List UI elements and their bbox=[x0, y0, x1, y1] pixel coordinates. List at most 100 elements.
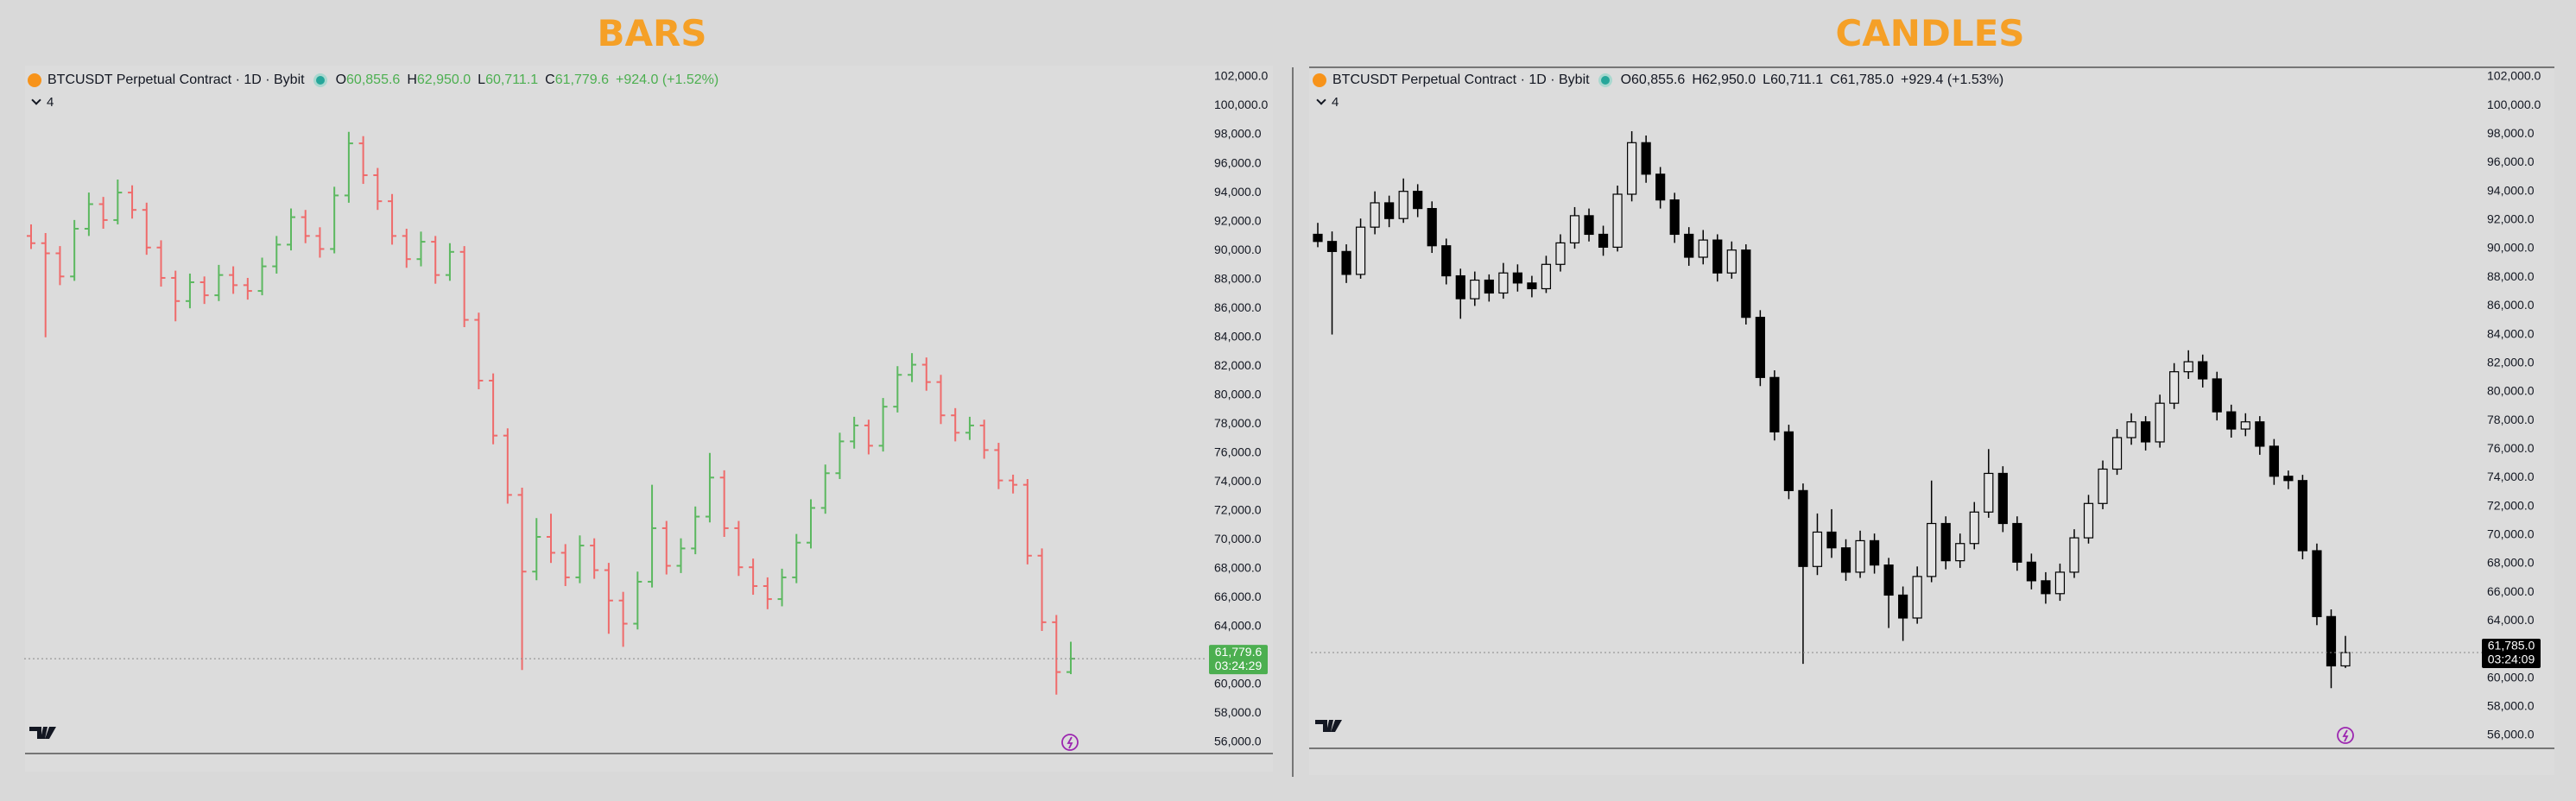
candle-body bbox=[2098, 468, 2108, 504]
candle-body bbox=[1341, 250, 1351, 275]
candle-body bbox=[1470, 279, 1480, 300]
price-tag bbox=[2482, 639, 2541, 669]
candle-body bbox=[1812, 531, 1823, 567]
y-tick-label: 56,000.0 bbox=[2487, 728, 2535, 741]
y-tick-label: 80,000.0 bbox=[1214, 387, 1262, 400]
symbol-legend: BTCUSDT Perpetual Contract · 1D · Bybit O… bbox=[1313, 73, 2003, 88]
candle-body bbox=[2169, 371, 2180, 404]
candle-body bbox=[1313, 233, 1323, 243]
candle-body bbox=[2026, 561, 2036, 582]
candle-body bbox=[1783, 431, 1794, 491]
y-tick-label: 92,000.0 bbox=[1214, 213, 1262, 227]
y-tick-label: 72,000.0 bbox=[1214, 503, 1262, 517]
candle-body bbox=[1698, 239, 1708, 258]
y-tick-label: 100,000.0 bbox=[2487, 98, 2541, 111]
ohlc-value: 61,779.6 bbox=[554, 73, 609, 87]
candle-body bbox=[1969, 511, 1979, 545]
candle-body bbox=[1684, 233, 1694, 258]
y-tick-label: 70,000.0 bbox=[2487, 527, 2535, 540]
indicators-toggle[interactable]: 4 bbox=[31, 95, 54, 110]
symbol-legend: BTCUSDT Perpetual Contract · 1D · Bybit O… bbox=[28, 73, 718, 88]
y-tick-label: 60,000.0 bbox=[1214, 677, 1262, 691]
y-tick-label: 68,000.0 bbox=[2487, 556, 2535, 570]
y-tick-label: 98,000.0 bbox=[1214, 127, 1262, 141]
candle-body bbox=[2283, 476, 2294, 482]
y-tick-label: 56,000.0 bbox=[1214, 735, 1262, 748]
lightning-icon[interactable] bbox=[1061, 727, 2354, 751]
candle-body bbox=[2012, 522, 2022, 563]
panel-background bbox=[25, 66, 1273, 772]
candle-body bbox=[2111, 437, 2123, 470]
countdown: 03:24:09 bbox=[2488, 653, 2535, 666]
candle-body bbox=[1840, 547, 1851, 573]
indicators-toggle[interactable]: 4 bbox=[1316, 95, 1339, 110]
candle-body bbox=[1927, 522, 1937, 577]
market-status-dot bbox=[313, 73, 327, 87]
change: +929.4 (+1.53%) bbox=[1901, 73, 2004, 87]
y-tick-label: 84,000.0 bbox=[2487, 326, 2535, 340]
candle-body bbox=[1898, 594, 1908, 619]
ohlc-key: O bbox=[335, 73, 347, 87]
y-tick-label: 76,000.0 bbox=[1214, 445, 1262, 458]
candle-body bbox=[1512, 272, 1522, 284]
y-tick-label: 88,000.0 bbox=[2487, 269, 2535, 283]
candle-body bbox=[2255, 421, 2265, 447]
candle-body bbox=[2326, 615, 2337, 667]
candle-body bbox=[1741, 249, 1751, 319]
symbol-icon bbox=[1313, 73, 1326, 87]
indicators-count: 4 bbox=[47, 95, 54, 110]
y-tick-label: 102,000.0 bbox=[1214, 69, 1268, 83]
y-tick-label: 58,000.0 bbox=[1214, 705, 1262, 719]
candle-body bbox=[1655, 173, 1666, 201]
chevron bbox=[31, 95, 41, 105]
candle-body bbox=[1755, 317, 1765, 378]
candle-body bbox=[2041, 580, 2051, 595]
y-tick-label: 84,000.0 bbox=[1214, 329, 1262, 343]
candle-body bbox=[2212, 378, 2222, 413]
y-tick-label: 92,000.0 bbox=[2487, 212, 2535, 226]
indicators-count: 4 bbox=[1332, 95, 1339, 110]
ohlc-key: C bbox=[545, 73, 555, 87]
y-tick-label: 88,000.0 bbox=[1214, 271, 1262, 285]
ohlc-key: H bbox=[407, 73, 417, 87]
candle-body bbox=[1326, 241, 1338, 252]
price-tag bbox=[1209, 645, 1268, 675]
candle-body bbox=[1455, 274, 1465, 300]
candle-body bbox=[2183, 361, 2193, 373]
y-tick-label: 76,000.0 bbox=[2487, 441, 2535, 455]
candle-body bbox=[1413, 191, 1423, 210]
change: +924.0 (+1.52%) bbox=[616, 73, 719, 87]
candle-body bbox=[2126, 421, 2136, 438]
y-tick-label: 70,000.0 bbox=[1214, 532, 1262, 546]
candle-body bbox=[1997, 472, 2008, 525]
y-tick-label: 78,000.0 bbox=[2487, 413, 2535, 426]
candle-body bbox=[1569, 215, 1580, 244]
y-tick-label: 82,000.0 bbox=[1214, 358, 1262, 372]
symbol-name: BTCUSDT Perpetual Contract · 1D · Bybit bbox=[47, 73, 305, 87]
candle-body bbox=[2312, 550, 2322, 617]
candle-body bbox=[1355, 226, 1366, 275]
candle-body bbox=[1427, 208, 1437, 247]
candle-body bbox=[1855, 539, 1865, 573]
y-tick-label: 66,000.0 bbox=[1214, 590, 1262, 603]
y-tick-label: 80,000.0 bbox=[2487, 384, 2535, 398]
chevron bbox=[1316, 95, 1326, 105]
candle-body bbox=[1612, 193, 1623, 248]
candle-body bbox=[2054, 571, 2066, 595]
y-tick-label: 58,000.0 bbox=[2487, 699, 2535, 713]
candle-body bbox=[2069, 537, 2079, 573]
ohlc-key: H bbox=[1692, 73, 1702, 87]
candle-body bbox=[2083, 502, 2094, 539]
candle-body bbox=[1498, 272, 1509, 294]
candle-body bbox=[1955, 543, 1965, 562]
candle-body bbox=[1726, 249, 1737, 274]
y-tick-label: 100,000.0 bbox=[1214, 98, 1268, 111]
candle-body bbox=[1769, 376, 1780, 432]
candle-body bbox=[1669, 199, 1680, 236]
candle-body bbox=[1641, 142, 1651, 175]
market-status-dot bbox=[1598, 73, 1612, 87]
y-tick-label: 90,000.0 bbox=[1214, 243, 1262, 256]
y-tick-label: 74,000.0 bbox=[1214, 474, 1262, 488]
